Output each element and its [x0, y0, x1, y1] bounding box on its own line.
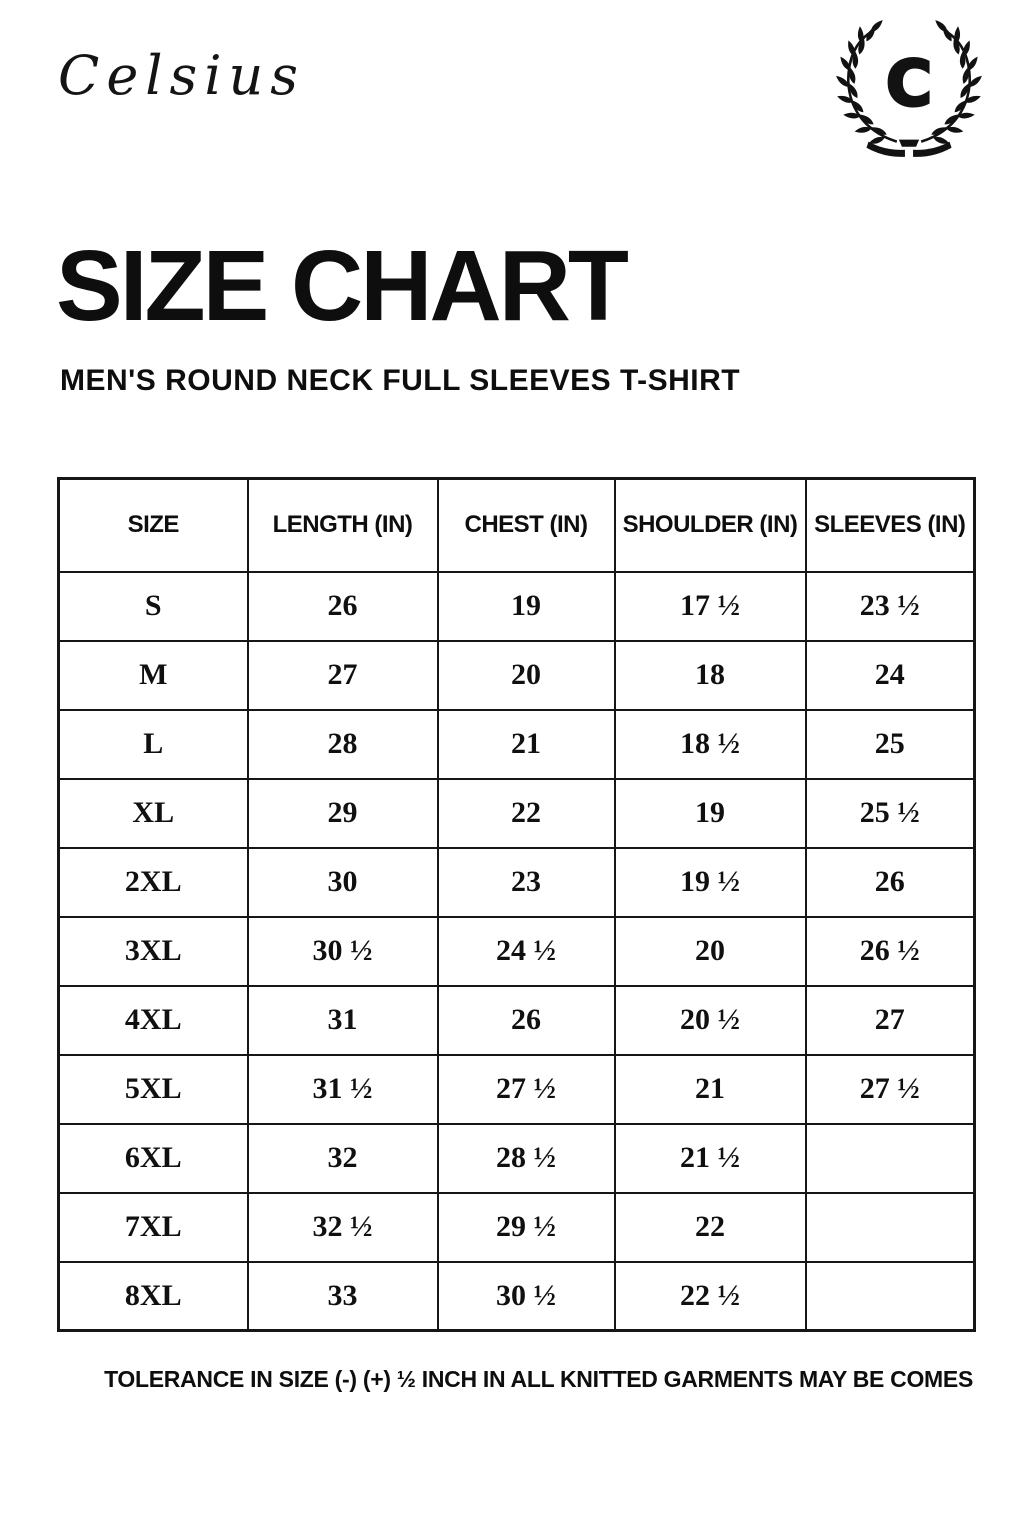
shoulder-cell: 19 — [613, 777, 807, 849]
sleeves-cell: 23 ½ — [804, 570, 976, 642]
chest-cell: 19 — [436, 570, 616, 642]
table-row-6xl: 6XL 32 28 ½ 21 ½ — [57, 1122, 976, 1194]
sleeves-cell: 26 ½ — [804, 915, 976, 987]
sleeves-cell: 27 ½ — [804, 1053, 976, 1125]
size-cell: 8XL — [57, 1260, 249, 1332]
size-cell: S — [57, 570, 249, 642]
column-header-shoulder: SHOULDER (IN) — [613, 477, 807, 573]
table-row-l: L 28 21 18 ½ 25 — [57, 708, 976, 780]
sleeves-cell: 25 — [804, 708, 976, 780]
crest-ribbon — [866, 139, 952, 157]
table-row-8xl: 8XL 33 30 ½ 22 ½ — [57, 1260, 976, 1332]
page-subtitle: MEN'S ROUND NECK FULL SLEEVES T-SHIRT — [60, 364, 741, 397]
chest-cell: 22 — [436, 777, 616, 849]
size-cell: 3XL — [57, 915, 249, 987]
length-cell: 27 — [246, 639, 439, 711]
table-row-m: M 27 20 18 24 — [57, 639, 976, 711]
laurel-crest-logo: C — [834, 20, 984, 157]
length-cell: 31 ½ — [246, 1053, 439, 1125]
chest-cell: 23 — [436, 846, 616, 918]
shoulder-cell: 18 ½ — [613, 708, 807, 780]
laurel-left-branch — [834, 20, 898, 147]
chest-cell: 27 ½ — [436, 1053, 616, 1125]
size-cell: L — [57, 708, 249, 780]
page-title: SIZE CHART — [56, 230, 629, 342]
shoulder-cell: 21 — [613, 1053, 807, 1125]
size-cell: 2XL — [57, 846, 249, 918]
length-cell: 26 — [246, 570, 439, 642]
tolerance-note: TOLERANCE IN SIZE (-) (+) ½ INCH IN ALL … — [104, 1366, 973, 1392]
column-header-length: LENGTH (IN) — [246, 477, 439, 573]
length-cell: 29 — [246, 777, 439, 849]
size-cell: 4XL — [57, 984, 249, 1056]
sleeves-cell: 24 — [804, 639, 976, 711]
shoulder-cell: 20 ½ — [613, 984, 807, 1056]
table-row-2xl: 2XL 30 23 19 ½ 26 — [57, 846, 976, 918]
size-cell: 6XL — [57, 1122, 249, 1194]
header-row: SIZE LENGTH (IN) CHEST (IN) SHOULDER (IN) SL… — [57, 477, 976, 573]
length-cell: 32 — [246, 1122, 439, 1194]
length-cell: 31 — [246, 984, 439, 1056]
chest-cell: 28 ½ — [436, 1122, 616, 1194]
table-row-s: S 26 19 17 ½ 23 ½ — [57, 570, 976, 642]
sleeves-cell — [804, 1260, 976, 1332]
laurel-right-branch — [920, 20, 984, 147]
chest-cell: 21 — [436, 708, 616, 780]
shoulder-cell: 22 ½ — [613, 1260, 807, 1332]
table-row-7xl: 7XL 32 ½ 29 ½ 22 — [57, 1191, 976, 1263]
table-row-5xl: 5XL 31 ½ 27 ½ 21 27 ½ — [57, 1053, 976, 1125]
length-cell: 28 — [246, 708, 439, 780]
chest-cell: 20 — [436, 639, 616, 711]
length-cell: 30 — [246, 846, 439, 918]
column-header-chest: CHEST (IN) — [436, 477, 616, 573]
size-table: SIZE LENGTH (IN) CHEST (IN) SHOULDER (IN) SL… — [57, 477, 976, 1332]
shoulder-cell: 18 — [613, 639, 807, 711]
sleeves-cell — [804, 1122, 976, 1194]
table-row-4xl: 4XL 31 26 20 ½ 27 — [57, 984, 976, 1056]
shoulder-cell: 17 ½ — [613, 570, 807, 642]
length-cell: 33 — [246, 1260, 439, 1332]
chest-cell: 29 ½ — [436, 1191, 616, 1263]
shoulder-cell: 20 — [613, 915, 807, 987]
column-header-size: SIZE — [57, 477, 249, 573]
size-cell: XL — [57, 777, 249, 849]
chest-cell: 26 — [436, 984, 616, 1056]
size-cell: 5XL — [57, 1053, 249, 1125]
table-row-3xl: 3XL 30 ½ 24 ½ 20 26 ½ — [57, 915, 976, 987]
chest-cell: 24 ½ — [436, 915, 616, 987]
table-row-xl: XL 29 22 19 25 ½ — [57, 777, 976, 849]
size-cell: 7XL — [57, 1191, 249, 1263]
size-table-body: S 26 19 17 ½ 23 ½ M 27 20 18 24 L 28 21 18 ½ 25 XL 29 22 1… — [57, 570, 976, 1332]
shoulder-cell: 21 ½ — [613, 1122, 807, 1194]
sleeves-cell: 25 ½ — [804, 777, 976, 849]
sleeves-cell: 27 — [804, 984, 976, 1056]
column-header-sleeves: SLEEVES (IN) — [804, 477, 976, 573]
shoulder-cell: 22 — [613, 1191, 807, 1263]
chest-cell: 30 ½ — [436, 1260, 616, 1332]
size-table-head: SIZE LENGTH (IN) CHEST (IN) SHOULDER (IN) SL… — [57, 477, 976, 573]
crest-letter: C — [886, 47, 932, 120]
sleeves-cell — [804, 1191, 976, 1263]
length-cell: 32 ½ — [246, 1191, 439, 1263]
sleeves-cell: 26 — [804, 846, 976, 918]
length-cell: 30 ½ — [246, 915, 439, 987]
size-cell: M — [57, 639, 249, 711]
shoulder-cell: 19 ½ — [613, 846, 807, 918]
brand-logo-text: Celsius — [58, 44, 306, 107]
